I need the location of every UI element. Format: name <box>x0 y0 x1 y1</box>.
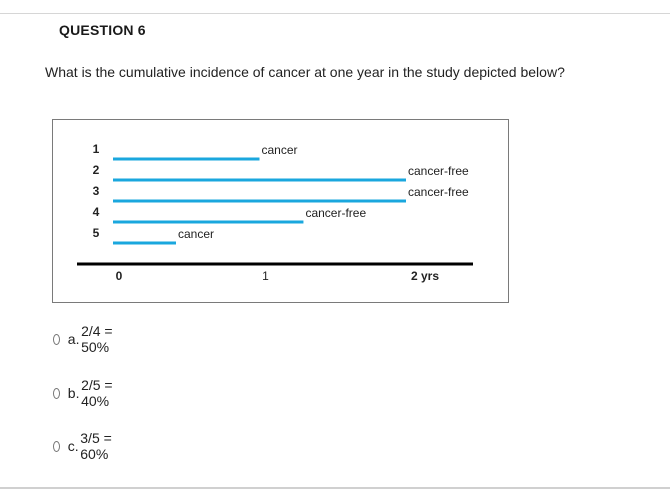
follow-up-diagram: 1 cancer 2 cancer-free 3 cancer-free 4 cancer-f… <box>77 142 473 283</box>
option-c-text: 3/5 = 60% <box>80 430 112 462</box>
subject-number-2: 2 <box>93 163 100 177</box>
subject-outcome-1: cancer <box>262 143 298 157</box>
option-b-text: 2/5 = 40% <box>81 377 113 409</box>
subject-outcome-3: cancer-free <box>408 185 469 199</box>
top-divider <box>0 13 670 14</box>
question-title: QUESTION 6 <box>59 22 146 38</box>
subject-number-3: 3 <box>93 184 100 198</box>
option-c[interactable]: c. 3/5 = 60% <box>53 430 114 462</box>
option-a[interactable]: a. 2/4 = 50% <box>53 323 115 355</box>
subject-outcome-4: cancer-free <box>305 206 366 220</box>
subject-number-5: 5 <box>93 226 100 240</box>
subject-outcome-5: cancer <box>178 227 214 241</box>
follow-up-figure: 1 cancer 2 cancer-free 3 cancer-free 4 cancer-f… <box>52 119 509 303</box>
subject-outcome-2: cancer-free <box>408 164 469 178</box>
axis-tick-label-0: 0 <box>116 269 123 283</box>
subject-number-1: 1 <box>93 142 100 156</box>
axis-tick-label-2: 2 yrs <box>411 269 439 283</box>
option-a-radio[interactable] <box>53 333 60 345</box>
bottom-divider <box>0 487 670 489</box>
option-b[interactable]: b. 2/5 = 40% <box>53 377 115 409</box>
option-b-letter: b. <box>67 385 80 401</box>
option-a-text: 2/4 = 50% <box>81 323 113 355</box>
subject-number-4: 4 <box>93 205 100 219</box>
option-c-radio[interactable] <box>53 440 60 452</box>
option-b-radio[interactable] <box>53 387 60 399</box>
axis-tick-label-1: 1 <box>262 269 269 283</box>
option-c-letter: c. <box>67 438 79 454</box>
option-a-letter: a. <box>67 331 80 347</box>
question-text: What is the cumulative incidence of canc… <box>45 64 565 80</box>
